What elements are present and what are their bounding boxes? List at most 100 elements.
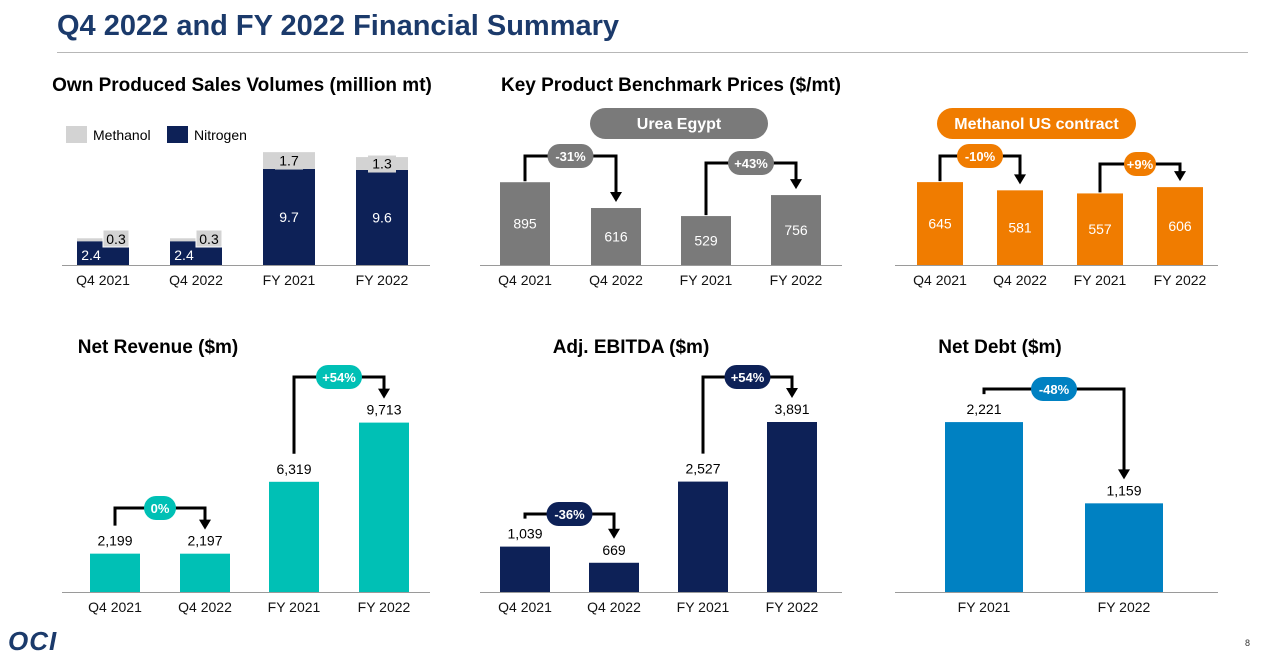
data-label-methanol: 0.3 bbox=[106, 231, 126, 247]
data-label-methanol-us: 606 bbox=[1168, 218, 1192, 234]
tick-label-methanol-us: FY 2021 bbox=[1074, 272, 1127, 288]
tick-label-adj-ebitda: FY 2021 bbox=[677, 599, 730, 615]
change-badge-methanol-us bbox=[1124, 152, 1156, 176]
change-label-net-debt: -48% bbox=[1039, 382, 1070, 397]
legend-swatch-methanol bbox=[66, 126, 87, 143]
data-label-methanol-us: 557 bbox=[1088, 221, 1112, 237]
title-divider bbox=[57, 52, 1248, 53]
tick-label-methanol-us: Q4 2022 bbox=[993, 272, 1047, 288]
bar-net-revenue bbox=[269, 481, 319, 592]
data-label-bg-methanol bbox=[102, 229, 130, 248]
change-label-net-revenue: +54% bbox=[322, 370, 356, 385]
change-label-methanol-us: -10% bbox=[965, 149, 996, 164]
tick-label-sales-volumes: FY 2022 bbox=[356, 272, 409, 288]
chart-title-urea-egypt: Key Product Benchmark Prices ($/mt) bbox=[501, 75, 841, 96]
change-arrowhead-urea-egypt bbox=[790, 179, 802, 190]
tick-label-urea-egypt: Q4 2021 bbox=[498, 272, 552, 288]
tick-label-adj-ebitda: Q4 2021 bbox=[498, 599, 552, 615]
change-badge-adj-ebitda bbox=[724, 365, 771, 389]
change-badge-adj-ebitda bbox=[546, 502, 593, 526]
bar-urea-egypt bbox=[500, 182, 550, 265]
page-number: 8 bbox=[1245, 638, 1251, 648]
change-arrowhead-net-revenue bbox=[378, 388, 390, 399]
change-badge-urea-egypt bbox=[547, 144, 594, 168]
change-arrowhead-adj-ebitda bbox=[608, 528, 620, 539]
data-label-net-revenue: 2,197 bbox=[187, 533, 222, 549]
change-badge-urea-egypt bbox=[728, 151, 774, 175]
data-label-net-debt: 2,221 bbox=[966, 401, 1001, 417]
chart-title-net-debt: Net Debt ($m) bbox=[938, 337, 1062, 358]
data-label-methanol: 0.3 bbox=[199, 231, 219, 247]
bar-urea-egypt bbox=[591, 208, 641, 265]
bar-adj-ebitda bbox=[767, 422, 817, 592]
legend-swatch-nitrogen bbox=[167, 126, 188, 143]
chart-title-adj-ebitda: Adj. EBITDA ($m) bbox=[553, 337, 710, 358]
change-arrowhead-net-revenue bbox=[199, 519, 211, 530]
data-label-net-revenue: 2,199 bbox=[97, 533, 132, 549]
tick-label-net-revenue: Q4 2021 bbox=[88, 599, 142, 615]
tick-label-sales-volumes: FY 2021 bbox=[263, 272, 316, 288]
bar-net-revenue bbox=[180, 553, 230, 592]
change-arrowhead-adj-ebitda bbox=[786, 388, 798, 399]
tick-label-urea-egypt: FY 2022 bbox=[770, 272, 823, 288]
tick-label-net-revenue: FY 2021 bbox=[268, 599, 321, 615]
bar-urea-egypt bbox=[681, 216, 731, 265]
data-label-methanol-us: 645 bbox=[928, 216, 952, 232]
change-arrowhead-methanol-us bbox=[1014, 174, 1026, 185]
data-label-adj-ebitda: 1,039 bbox=[507, 526, 542, 542]
change-badge-net-revenue bbox=[316, 365, 362, 389]
oci-logo: OCI bbox=[8, 626, 58, 656]
bar-methanol-us bbox=[917, 182, 963, 265]
subtitle-pill-urea-egypt bbox=[590, 108, 768, 139]
tick-label-adj-ebitda: Q4 2022 bbox=[587, 599, 641, 615]
tick-label-sales-volumes: Q4 2021 bbox=[76, 272, 130, 288]
bar-net-debt bbox=[1085, 503, 1163, 592]
subtitle-label-methanol-us: Methanol US contract bbox=[954, 116, 1119, 133]
subtitle-label-urea-egypt: Urea Egypt bbox=[637, 116, 722, 133]
change-arrowhead-methanol-us bbox=[1174, 171, 1186, 182]
bar-net-debt bbox=[945, 422, 1023, 592]
tick-label-net-debt: FY 2021 bbox=[958, 599, 1011, 615]
data-label-adj-ebitda: 2,527 bbox=[685, 461, 720, 477]
data-label-net-debt: 1,159 bbox=[1106, 482, 1141, 498]
bar-methanol-us bbox=[997, 190, 1043, 265]
change-badge-net-debt bbox=[1031, 377, 1077, 401]
data-label-nitrogen: 9.6 bbox=[372, 209, 392, 225]
data-label-urea-egypt: 895 bbox=[513, 216, 537, 232]
change-label-adj-ebitda: -36% bbox=[554, 507, 585, 522]
data-label-bg-methanol bbox=[368, 155, 396, 173]
bar-methanol-us bbox=[1157, 187, 1203, 265]
data-label-net-revenue: 9,713 bbox=[366, 402, 401, 418]
bar-nitrogen bbox=[356, 169, 408, 265]
bar-net-revenue bbox=[90, 553, 140, 592]
chart-title-net-revenue: Net Revenue ($m) bbox=[78, 337, 239, 358]
tick-label-urea-egypt: Q4 2022 bbox=[589, 272, 643, 288]
subtitle-pill-methanol-us bbox=[937, 108, 1136, 139]
data-label-methanol: 1.3 bbox=[372, 156, 392, 172]
data-label-adj-ebitda: 669 bbox=[602, 542, 626, 558]
bar-adj-ebitda bbox=[678, 481, 728, 592]
data-label-adj-ebitda: 3,891 bbox=[774, 401, 809, 417]
data-label-nitrogen: 2.4 bbox=[174, 247, 194, 263]
tick-label-net-debt: FY 2022 bbox=[1098, 599, 1151, 615]
change-badge-net-revenue bbox=[144, 496, 176, 520]
bar-nitrogen bbox=[263, 168, 315, 265]
tick-label-sales-volumes: Q4 2022 bbox=[169, 272, 223, 288]
legend-label-methanol: Methanol bbox=[93, 127, 151, 143]
bar-adj-ebitda bbox=[500, 546, 550, 592]
data-label-net-revenue: 6,319 bbox=[276, 461, 311, 477]
bar-net-revenue bbox=[359, 422, 409, 592]
data-label-nitrogen: 9.7 bbox=[279, 209, 299, 225]
bar-urea-egypt bbox=[771, 195, 821, 265]
change-label-adj-ebitda: +54% bbox=[731, 370, 765, 385]
data-label-nitrogen: 2.4 bbox=[81, 247, 101, 263]
legend-label-nitrogen: Nitrogen bbox=[194, 127, 247, 143]
data-label-bg-methanol bbox=[275, 152, 303, 170]
change-arrowhead-urea-egypt bbox=[610, 192, 622, 203]
data-label-urea-egypt: 756 bbox=[784, 222, 808, 238]
tick-label-methanol-us: Q4 2021 bbox=[913, 272, 967, 288]
change-label-methanol-us: +9% bbox=[1127, 157, 1154, 172]
tick-label-net-revenue: Q4 2022 bbox=[178, 599, 232, 615]
change-label-urea-egypt: -31% bbox=[555, 149, 586, 164]
change-label-urea-egypt: +43% bbox=[734, 156, 768, 171]
